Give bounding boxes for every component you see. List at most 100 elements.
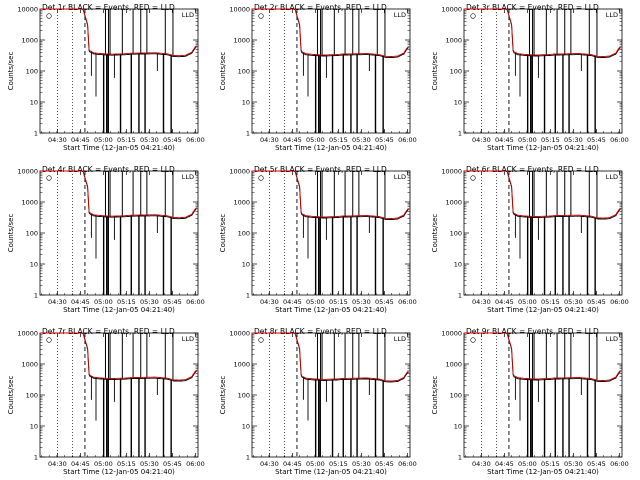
y-tick-label: 10000 <box>229 167 250 175</box>
legend-label: LLD <box>606 173 618 181</box>
x-tick-label: 04:45 <box>71 136 90 144</box>
x-tick-label: 05:15 <box>117 136 136 144</box>
panel-title: Det 8r BLACK = Events, RED = LLD <box>254 327 387 336</box>
panel-det-9: Det 9r BLACK = Events, RED = LLD 1 10 100 10… <box>431 327 629 476</box>
y-tick-label: 1000 <box>21 198 38 206</box>
x-tick-label: 05:45 <box>375 460 394 468</box>
y-tick-label: 1 <box>246 291 250 299</box>
lld-series-line <box>252 8 409 57</box>
x-tick-label: 05:15 <box>117 460 136 468</box>
legend-marker-circle <box>470 13 476 19</box>
x-tick-label: 04:30 <box>472 460 491 468</box>
y-axis-label: Counts/sec <box>7 52 15 91</box>
y-tick-label: 10000 <box>441 5 462 13</box>
x-axis-label: Start Time (12-Jan-05 04:21:40) <box>63 144 175 152</box>
legend-label: LLD <box>182 335 194 343</box>
y-tick-label: 100 <box>26 67 38 75</box>
y-tick-label: 10 <box>30 98 38 106</box>
x-tick-label: 05:00 <box>306 460 325 468</box>
y-axis-label: Counts/sec <box>431 52 439 91</box>
y-tick-label: 1 <box>34 291 38 299</box>
panel-title: Det 3r BLACK = Events, RED = LLD <box>466 3 599 12</box>
panel-det-5: Det 5r BLACK = Events, RED = LLD 1 10 100 10… <box>219 165 417 314</box>
plot-frame <box>251 8 411 134</box>
x-tick-label: 05:15 <box>541 460 560 468</box>
lld-series-line <box>40 8 197 57</box>
x-tick-label: 04:30 <box>260 460 279 468</box>
x-axis-label: Start Time (12-Jan-05 04:21:40) <box>275 144 387 152</box>
x-tick-label: 05:00 <box>306 298 325 306</box>
x-tick-label: 04:45 <box>283 460 302 468</box>
x-tick-label: 06:00 <box>610 136 629 144</box>
panel-title: Det 6r BLACK = Events, RED = LLD <box>466 165 599 174</box>
y-tick-label: 1000 <box>445 36 462 44</box>
x-tick-label: 06:00 <box>186 460 205 468</box>
x-tick-label: 05:30 <box>140 298 159 306</box>
y-axis-label: Counts/sec <box>219 52 227 91</box>
panel-det-4: Det 4r BLACK = Events, RED = LLD 1 10 100 10… <box>7 165 205 314</box>
x-tick-label: 04:45 <box>71 460 90 468</box>
y-axis-label: Counts/sec <box>7 376 15 415</box>
y-tick-label: 1 <box>458 453 462 461</box>
y-tick-label: 100 <box>238 67 250 75</box>
y-axis-label: Counts/sec <box>431 376 439 415</box>
y-axis-label: Counts/sec <box>219 376 227 415</box>
y-tick-label: 10000 <box>441 167 462 175</box>
legend-marker-circle <box>470 337 476 343</box>
x-tick-label: 05:15 <box>541 298 560 306</box>
x-tick-label: 05:15 <box>117 298 136 306</box>
x-tick-label: 05:45 <box>163 298 182 306</box>
x-tick-label: 05:45 <box>587 460 606 468</box>
y-tick-label: 10000 <box>17 329 38 337</box>
x-axis-label: Start Time (12-Jan-05 04:21:40) <box>63 306 175 314</box>
legend-marker-circle <box>46 175 52 181</box>
x-tick-label: 05:30 <box>352 298 371 306</box>
y-tick-label: 10 <box>454 422 462 430</box>
y-tick-label: 10000 <box>229 329 250 337</box>
x-tick-label: 06:00 <box>186 136 205 144</box>
y-tick-label: 100 <box>26 229 38 237</box>
lld-series-line <box>252 332 409 382</box>
y-tick-label: 100 <box>450 229 462 237</box>
x-tick-label: 05:15 <box>329 298 348 306</box>
panel-title: Det 5r BLACK = Events, RED = LLD <box>254 165 387 174</box>
y-axis-label: Counts/sec <box>219 214 227 253</box>
panel-det-8: Det 8r BLACK = Events, RED = LLD 1 10 100 10… <box>219 327 417 476</box>
x-tick-label: 05:00 <box>94 298 113 306</box>
x-tick-label: 05:30 <box>140 136 159 144</box>
y-tick-label: 100 <box>238 229 250 237</box>
x-tick-label: 05:30 <box>140 460 159 468</box>
legend-label: LLD <box>394 11 406 19</box>
y-tick-label: 100 <box>26 391 38 399</box>
x-axis-label: Start Time (12-Jan-05 04:21:40) <box>275 306 387 314</box>
x-tick-label: 04:45 <box>283 136 302 144</box>
lld-series-line <box>252 170 409 219</box>
x-tick-label: 05:45 <box>587 298 606 306</box>
y-tick-label: 10 <box>242 98 250 106</box>
panel-det-7: Det 7r BLACK = Events, RED = LLD 1 10 100 10… <box>7 327 205 476</box>
y-tick-label: 10000 <box>441 329 462 337</box>
x-tick-label: 04:30 <box>260 136 279 144</box>
x-tick-label: 05:45 <box>375 136 394 144</box>
x-tick-label: 06:00 <box>398 298 417 306</box>
x-tick-label: 06:00 <box>610 460 629 468</box>
legend-label: LLD <box>182 173 194 181</box>
legend-marker-circle <box>46 337 52 343</box>
y-tick-label: 1 <box>34 453 38 461</box>
legend-marker-circle <box>258 175 264 181</box>
x-tick-label: 05:45 <box>375 298 394 306</box>
y-tick-label: 10 <box>30 422 38 430</box>
y-tick-label: 10000 <box>17 5 38 13</box>
lld-series-line <box>40 170 197 219</box>
x-axis-label: Start Time (12-Jan-05 04:21:40) <box>275 468 387 476</box>
x-tick-label: 05:30 <box>564 460 583 468</box>
x-tick-label: 04:45 <box>495 298 514 306</box>
legend-label: LLD <box>606 335 618 343</box>
y-tick-label: 1 <box>458 129 462 137</box>
legend-label: LLD <box>182 11 194 19</box>
y-tick-label: 10 <box>454 98 462 106</box>
x-tick-label: 05:15 <box>329 136 348 144</box>
y-tick-label: 10000 <box>17 167 38 175</box>
y-tick-label: 10 <box>30 260 38 268</box>
